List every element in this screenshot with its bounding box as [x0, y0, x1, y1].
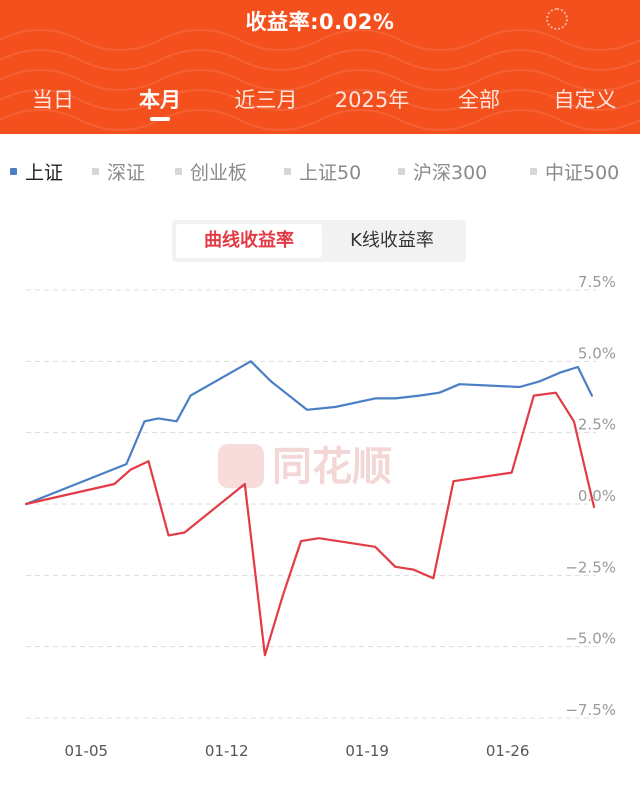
settings-icon[interactable]	[546, 8, 568, 30]
legend-item-shanghai[interactable]: 上证	[10, 158, 63, 185]
y-tick-label: −5.0%	[565, 630, 616, 648]
return-chart: 同花顺 7.5% 5.0% 2.5% 0.0% −2.5% −5.0% −7.5% 01-0…	[25, 273, 616, 760]
legend-marker	[92, 168, 99, 175]
watermark-logo-icon	[218, 444, 264, 488]
tab-last-three-months[interactable]: 近三月	[234, 88, 298, 112]
header-bar: 收益率:0.02% 当日 本月 近三月 2025年 全部 自定义	[0, 0, 640, 134]
y-tick-label: −2.5%	[565, 558, 616, 576]
legend-item-chinext[interactable]: 创业板	[175, 158, 247, 185]
y-tick-label: 0.0%	[578, 487, 616, 505]
legend-item-sse50[interactable]: 上证50	[284, 158, 361, 185]
legend-marker	[175, 168, 182, 175]
chart-grid	[26, 289, 596, 719]
return-rate-title: 收益率:0.02%	[245, 10, 395, 34]
y-tick-label: −7.5%	[565, 701, 616, 719]
curve-return-button[interactable]: 曲线收益率	[176, 224, 322, 258]
tab-this-month[interactable]: 本月	[139, 88, 181, 112]
legend-marker	[284, 168, 291, 175]
header-wave-pattern	[0, 29, 640, 131]
legend-label: 深证	[107, 162, 146, 184]
legend-label: 上证	[25, 162, 64, 184]
kline-return-button[interactable]: K线收益率	[350, 230, 434, 251]
y-tick-label: 7.5%	[578, 273, 616, 291]
tab-today[interactable]: 当日	[32, 88, 74, 112]
index-return-line	[25, 360, 594, 506]
legend-item-shenzhen[interactable]: 深证	[92, 158, 145, 185]
watermark: 同花顺	[218, 444, 392, 490]
legend-marker	[530, 168, 537, 175]
y-tick-label: 2.5%	[578, 416, 616, 434]
legend-marker	[10, 168, 17, 175]
x-tick-label: 01-12	[205, 742, 249, 760]
legend-label: 中证500	[545, 162, 620, 184]
legend-marker	[398, 168, 405, 175]
legend-item-csi500[interactable]: 中证500	[530, 158, 619, 185]
index-legend: 上证 深证 创业板 上证50 沪深300 中证500	[0, 158, 640, 188]
tab-custom[interactable]: 自定义	[553, 88, 617, 112]
active-tab-indicator	[150, 117, 170, 121]
x-tick-label: 01-19	[345, 742, 389, 760]
x-tick-label: 01-05	[64, 742, 108, 760]
chart-series	[25, 360, 596, 657]
legend-label: 创业板	[190, 162, 248, 184]
x-tick-label: 01-26	[486, 742, 530, 760]
legend-label: 上证50	[299, 162, 362, 184]
legend-label: 沪深300	[413, 162, 488, 184]
watermark-text: 同花顺	[272, 444, 392, 490]
period-tabs: 当日 本月 近三月 2025年 全部 自定义	[0, 84, 640, 114]
chart-mode-toggle: 曲线收益率 K线收益率	[172, 220, 466, 262]
x-axis-labels: 01-05 01-12 01-19 01-26	[64, 742, 529, 760]
tab-year-2025[interactable]: 2025年	[334, 88, 410, 112]
y-tick-label: 5.0%	[578, 344, 616, 362]
portfolio-return-line	[25, 391, 596, 657]
y-axis-labels: 7.5% 5.0% 2.5% 0.0% −2.5% −5.0% −7.5%	[565, 273, 616, 719]
tab-all[interactable]: 全部	[458, 88, 500, 112]
legend-item-csi300[interactable]: 沪深300	[398, 158, 487, 185]
